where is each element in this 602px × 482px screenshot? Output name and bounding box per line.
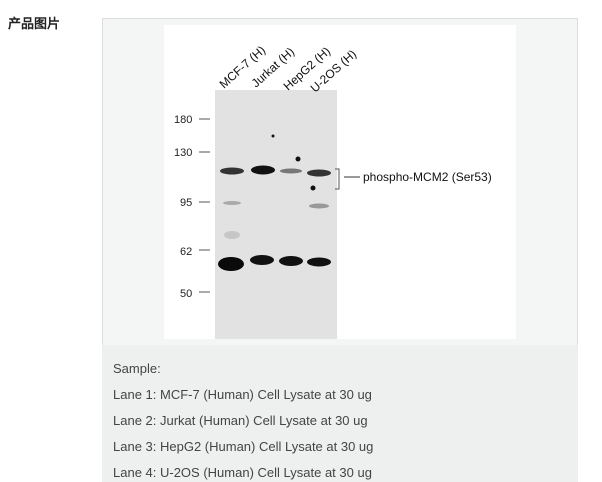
caption-line: Lane 2: Jurkat (Human) Cell Lysate at 30…	[113, 413, 368, 428]
band-bracket	[335, 168, 340, 190]
marker-label: 62	[180, 246, 192, 258]
western-blot-figure: MCF-7 (H) Jurkat (H) HepG2 (H) U-2OS (H)…	[174, 43, 492, 339]
caption-line: Sample:	[113, 361, 161, 376]
section-label: 产品图片	[8, 17, 61, 32]
faint-bands	[223, 201, 329, 239]
western-blot-image: MCF-7 (H) Jurkat (H) HepG2 (H) U-2OS (H)…	[164, 25, 516, 339]
marker-label: 50	[180, 288, 192, 300]
marker-label: 130	[174, 147, 192, 159]
marker-label: 95	[180, 197, 192, 209]
caption-line: Lane 3: HepG2 (Human) Cell Lysate at 30 …	[113, 439, 374, 454]
product-image-frame: MCF-7 (H) Jurkat (H) HepG2 (H) U-2OS (H)…	[102, 18, 578, 346]
image-caption: Sample: Lane 1: MCF-7 (Human) Cell Lysat…	[102, 345, 578, 482]
gel-lane-area	[215, 90, 337, 339]
upper-bands	[220, 165, 331, 177]
marker-ticks	[199, 118, 210, 293]
caption-line: Lane 4: U-2OS (Human) Cell Lysate at 30 …	[113, 465, 372, 480]
band-label: phospho-MCM2 (Ser53)	[363, 170, 492, 184]
artifact-dots	[271, 134, 316, 191]
caption-line: Lane 1: MCF-7 (Human) Cell Lysate at 30 …	[113, 387, 372, 402]
marker-label: 180	[174, 114, 192, 126]
lower-bands	[218, 255, 331, 271]
